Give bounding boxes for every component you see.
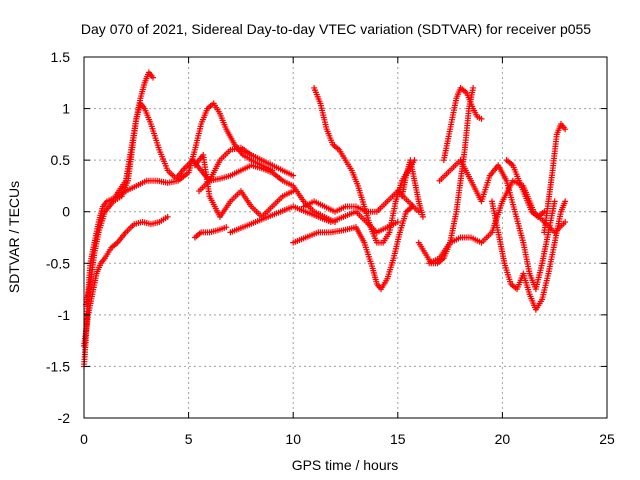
x-tick-label: 0 xyxy=(80,431,88,447)
series-arc-9 xyxy=(227,203,401,236)
series-arc-10 xyxy=(290,203,416,293)
x-tick-label: 20 xyxy=(495,431,511,447)
series-arc-16 xyxy=(436,157,558,293)
data-point xyxy=(394,219,401,226)
data-point xyxy=(269,167,276,174)
series-layer xyxy=(81,69,569,370)
series-arc-12 xyxy=(300,188,422,215)
data-point xyxy=(290,188,297,195)
data-point xyxy=(419,213,426,220)
x-tick-label: 15 xyxy=(390,431,406,447)
series-arc-8 xyxy=(191,224,230,241)
data-point xyxy=(562,198,569,205)
series-arc-7 xyxy=(191,151,297,220)
x-axis-label: GPS time / hours xyxy=(292,457,399,473)
data-point xyxy=(164,213,171,220)
y-tick-label: 0.5 xyxy=(51,152,71,168)
x-tick-label: 10 xyxy=(285,431,301,447)
series-arc-2 xyxy=(81,213,171,349)
y-tick-label: -1.5 xyxy=(46,358,70,374)
series-arc-19 xyxy=(541,121,569,236)
data-point xyxy=(478,115,485,122)
y-tick-label: -2 xyxy=(58,410,71,426)
y-tick-label: 1.5 xyxy=(51,49,71,65)
chart-title: Day 070 of 2021, Sidereal Day-to-day VTE… xyxy=(81,21,591,37)
series-arc-18 xyxy=(503,157,548,220)
tick-layer: 0 5 10 15 20 25 -2 -1.5 -1 -0.5 0 0.5 1 1.5 xyxy=(46,49,615,447)
y-axis-label: SDTVAR / TECUs xyxy=(6,181,22,293)
data-point xyxy=(470,84,477,91)
data-point xyxy=(551,198,558,205)
y-tick-label: 1 xyxy=(62,101,70,117)
data-point xyxy=(290,172,297,179)
series-arc-14 xyxy=(440,84,485,164)
series-arc-15 xyxy=(426,177,569,267)
series-arc-5 xyxy=(122,100,276,195)
plot-frame xyxy=(83,56,608,419)
data-point xyxy=(562,219,569,226)
series-arc-17 xyxy=(488,198,569,313)
y-tick-label: -0.5 xyxy=(46,255,70,271)
series-arc-20 xyxy=(398,157,426,220)
x-tick-label: 5 xyxy=(185,431,193,447)
series-arc-6 xyxy=(196,144,297,195)
data-point xyxy=(223,224,230,231)
data-point xyxy=(150,74,157,81)
grid-layer xyxy=(84,57,607,418)
y-tick-label: 0 xyxy=(62,204,70,220)
x-tick-label: 25 xyxy=(599,431,615,447)
y-tick-label: -1 xyxy=(58,307,71,323)
data-point xyxy=(562,126,569,133)
